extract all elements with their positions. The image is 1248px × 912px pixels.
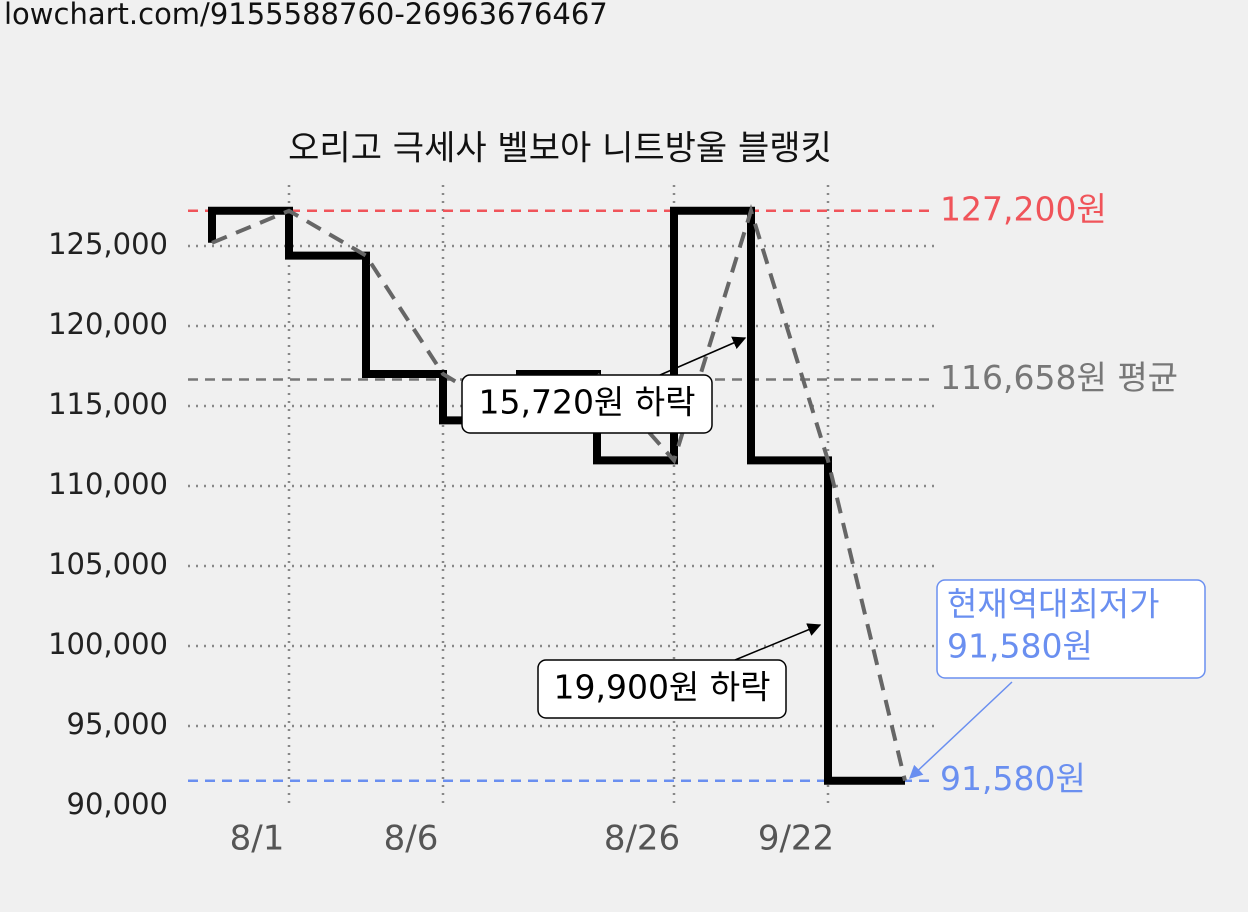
y-tick-label: 105,000 [48, 547, 168, 581]
y-tick-label: 95,000 [67, 707, 168, 741]
reference-label: 127,200원 [940, 189, 1107, 228]
url: lowchart.com/9155588760-26963676467 [4, 0, 608, 31]
y-tick-label: 100,000 [48, 627, 168, 661]
x-tick-label: 9/22 [758, 819, 834, 859]
annotation-text: 현재역대최저가 [947, 585, 1160, 624]
y-tick-label: 120,000 [48, 307, 168, 341]
annotation-text: 91,580원 [947, 627, 1093, 666]
y-tick-label: 110,000 [48, 467, 168, 501]
annotation-box [537, 659, 787, 719]
reference-label: 116,658원 평균 [940, 358, 1178, 397]
x-tick-label: 8/26 [604, 819, 680, 859]
step-line [208, 206, 905, 785]
chart-title: 오리고 극세사 벨보아 니트방울 블랭킷 [288, 129, 832, 169]
y-tick-label: 125,000 [48, 227, 168, 261]
annotation-text: 15,720원 하락 [478, 383, 695, 422]
x-tick-label: 8/6 [384, 819, 439, 859]
annotation-arrow [909, 681, 1013, 779]
annotation-arrow [734, 623, 822, 661]
annotation-box [461, 374, 713, 434]
annotation-text: 19,900원 하락 [553, 668, 770, 707]
y-tick-label: 115,000 [48, 387, 168, 421]
y-tick-label: 90,000 [67, 787, 168, 821]
x-tick-label: 8/1 [230, 819, 285, 859]
reference-label: 91,580원 [940, 759, 1086, 798]
annotation-arrow [659, 336, 747, 376]
annotation-box [936, 579, 1206, 679]
